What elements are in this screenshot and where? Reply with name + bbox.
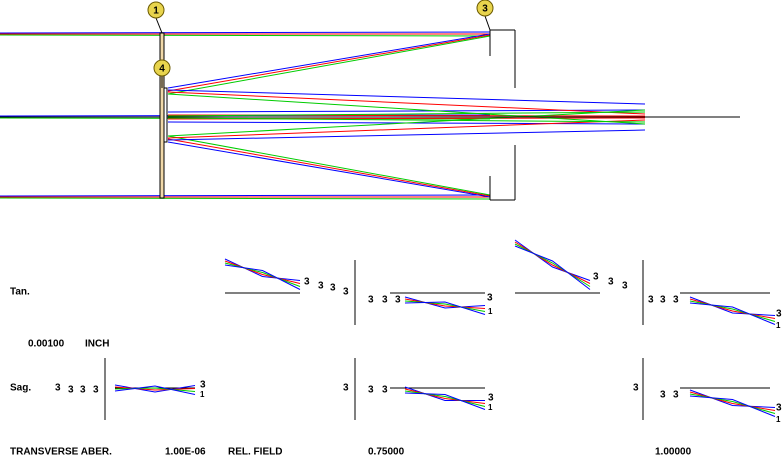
plot-mark: 3 <box>304 277 310 288</box>
ray-mark: 1 <box>488 403 493 412</box>
ray <box>0 34 491 37</box>
plot-mark: 3 <box>660 295 666 306</box>
aberration-curve <box>404 392 486 410</box>
ray <box>167 91 646 115</box>
field-value: 0.75000 <box>368 447 405 457</box>
sag-label: Sag. <box>10 383 31 394</box>
plot-mark: 3 <box>200 380 206 391</box>
callout-label: 4 <box>159 64 165 75</box>
ray-mark: 1 <box>200 390 205 399</box>
aberration-curve <box>689 296 776 316</box>
plot-mark: 3 <box>368 295 374 306</box>
ray <box>0 31 491 34</box>
plot-mark: 3 <box>80 385 86 396</box>
ray <box>167 34 491 92</box>
aberration-curve <box>224 264 301 290</box>
callout-bubble <box>147 1 165 19</box>
plot-mark: 3 <box>593 272 599 283</box>
aberration-curve <box>404 300 486 312</box>
plot-mark: 3 <box>382 295 388 306</box>
plot-mark: 3 <box>648 295 654 306</box>
aberration-curve <box>514 241 591 284</box>
plot-mark: 3 <box>487 293 493 304</box>
leader <box>155 17 163 34</box>
aberration-curve <box>689 393 776 414</box>
aberration-curve <box>224 260 301 284</box>
aberration-curve <box>404 296 486 309</box>
plot-mark: 3 <box>776 403 782 414</box>
plot-mark: 3 <box>93 385 99 396</box>
aberration-curve <box>224 258 301 281</box>
ray <box>167 111 646 117</box>
aberration-curve <box>114 387 196 392</box>
plot-mark: 3 <box>343 383 349 394</box>
plot-mark: 3 <box>488 393 494 404</box>
aberration-curve <box>404 301 486 315</box>
plot-mark: 3 <box>395 295 401 306</box>
scale-value: 0.00100 <box>28 339 65 350</box>
plot-mark: 3 <box>318 281 324 292</box>
tan-label: Tan. <box>10 287 30 298</box>
ray <box>167 93 646 125</box>
wavelength: 1.00E-06 <box>165 447 206 457</box>
aberration-curve <box>514 239 591 281</box>
scale-unit: INCH <box>85 339 109 350</box>
plot-mark: 3 <box>55 383 61 394</box>
ray-mark: 1 <box>776 415 781 424</box>
ray <box>167 89 646 105</box>
ray-mark: 1 <box>488 307 493 316</box>
ray <box>167 135 491 196</box>
field-value: 1.00000 <box>655 447 692 457</box>
aberration-curve <box>514 243 591 287</box>
ray <box>167 109 646 137</box>
plot-mark: 3 <box>673 390 679 401</box>
aberration-curve <box>689 300 776 322</box>
ray <box>167 35 491 95</box>
aberration-curve <box>404 386 485 401</box>
plot-mark: 3 <box>673 295 679 306</box>
aberration-curve <box>114 384 196 393</box>
plot-mark: 3 <box>776 309 782 320</box>
plot-mark: 3 <box>608 277 614 288</box>
aberration-curve <box>224 262 301 287</box>
plot-mark: 3 <box>330 283 336 294</box>
secondary <box>163 87 168 143</box>
aberration-curve <box>689 302 776 325</box>
callout-bubble <box>476 0 494 17</box>
aberration-curve <box>514 245 591 290</box>
aberration-curve <box>404 388 486 404</box>
callout-label: 1 <box>153 6 159 17</box>
plot-mark: 3 <box>68 385 74 396</box>
ray <box>167 138 491 197</box>
aberration-curve <box>404 298 486 309</box>
aberration-curve <box>689 395 776 417</box>
plot-mark: 3 <box>622 281 628 292</box>
aberration-curve <box>114 385 196 395</box>
aberration-curve <box>404 390 486 407</box>
ray <box>0 194 491 197</box>
corrector-plate <box>159 32 165 199</box>
plot-mark: 3 <box>343 287 349 298</box>
plot-mark: 3 <box>368 385 374 396</box>
footer-title: TRANSVERSE ABER. <box>10 447 112 457</box>
callout-bubble <box>153 59 171 77</box>
aberration-curve <box>689 389 776 408</box>
ray <box>167 117 646 123</box>
plot-mark: 3 <box>633 383 639 394</box>
ray <box>167 33 491 89</box>
leader <box>484 15 491 31</box>
callout-label: 3 <box>482 4 488 15</box>
plot-mark: 3 <box>660 390 666 401</box>
ray-mark: 1 <box>776 321 781 330</box>
ray <box>0 197 491 200</box>
aberration-curve <box>689 391 776 411</box>
field-label: REL. FIELD <box>228 447 282 457</box>
ray <box>167 141 491 198</box>
aberration-curve <box>689 298 776 319</box>
aberration-curve <box>114 386 196 391</box>
ray <box>167 129 646 141</box>
ray <box>167 119 646 139</box>
plot-mark: 3 <box>382 385 388 396</box>
